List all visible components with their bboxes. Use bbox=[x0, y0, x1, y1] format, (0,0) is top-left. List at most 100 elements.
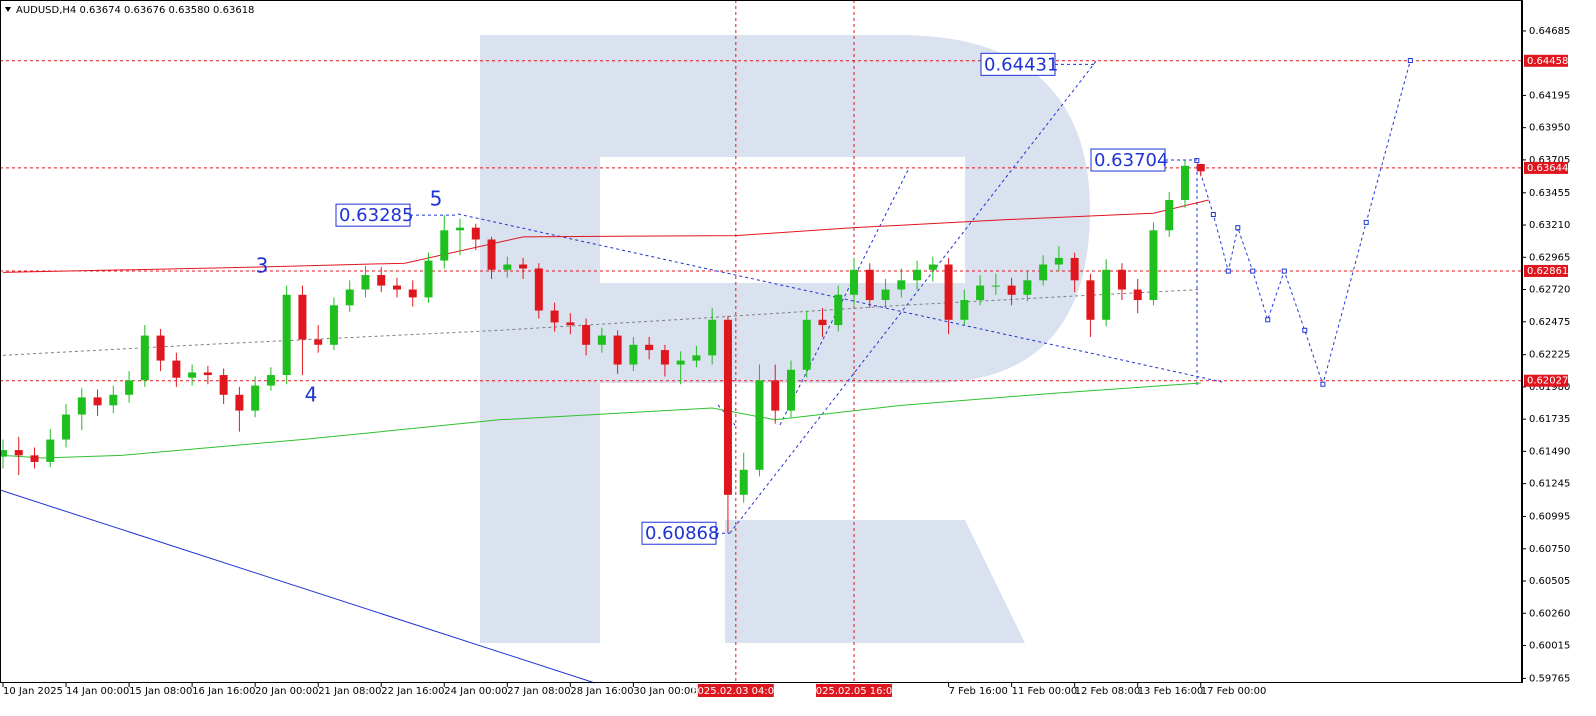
forecast-point bbox=[1194, 158, 1200, 164]
y-tick-label: 0.62720 bbox=[1529, 285, 1570, 296]
wave-label: 5 bbox=[430, 187, 443, 211]
candle-body bbox=[629, 344, 638, 365]
candle-body bbox=[1165, 200, 1174, 231]
candle-body bbox=[329, 305, 338, 345]
candle-body bbox=[203, 372, 212, 376]
candle-body bbox=[660, 350, 669, 365]
forecast-point bbox=[1363, 219, 1369, 225]
y-tick-label: 0.59765 bbox=[1529, 673, 1570, 684]
forecast-point bbox=[1235, 225, 1241, 231]
y-tick-label: 0.63950 bbox=[1529, 123, 1570, 134]
forecast-point bbox=[1210, 212, 1216, 218]
candle-body bbox=[377, 275, 386, 286]
level-label: 0.62027 bbox=[1527, 376, 1568, 387]
candle-body bbox=[755, 380, 764, 470]
price-label: 0.63704 bbox=[1094, 150, 1168, 171]
y-tick-label: 0.61245 bbox=[1529, 479, 1570, 490]
level-label: 0.63644 bbox=[1527, 163, 1568, 174]
forecast-point bbox=[1225, 268, 1231, 274]
candle-body bbox=[534, 268, 543, 311]
candle-body bbox=[802, 319, 811, 370]
candle-body bbox=[1149, 230, 1158, 301]
price-label: 0.63285 bbox=[339, 205, 413, 226]
x-tick-label: 22 Jan 16:00 bbox=[381, 686, 444, 697]
candle-body bbox=[771, 380, 780, 411]
candle-body bbox=[708, 319, 717, 356]
candle-body bbox=[676, 360, 685, 365]
candle-body bbox=[125, 380, 134, 395]
candle-body bbox=[140, 335, 149, 381]
candle-body bbox=[960, 300, 969, 320]
candle-body bbox=[235, 394, 244, 411]
axes: 0.64685 0.64195 0.63950 0.63705 0.63455 0.632… bbox=[2, 0, 1570, 697]
candle-body bbox=[723, 319, 732, 495]
x-tick-label: 12 Feb 08:00 bbox=[1075, 686, 1141, 697]
candle-body bbox=[503, 264, 512, 270]
wave-label: 3 bbox=[256, 254, 269, 278]
candle-body bbox=[1102, 269, 1111, 320]
candle-body bbox=[613, 335, 622, 365]
y-tick-label: 0.63455 bbox=[1529, 188, 1570, 199]
chart-title: AUDUSD,H4 0.63674 0.63676 0.63580 0.6361… bbox=[16, 5, 254, 16]
indicator-line bbox=[2, 199, 1209, 273]
time-label: 2025.02.05 16:00 bbox=[809, 686, 898, 697]
y-tick-label: 0.60750 bbox=[1529, 544, 1570, 555]
forecast-point bbox=[1320, 381, 1326, 387]
level-label: 0.62861 bbox=[1527, 266, 1568, 277]
y-tick-label: 0.64195 bbox=[1529, 90, 1570, 101]
price-label-box bbox=[980, 52, 1056, 76]
price-label-box bbox=[1090, 148, 1166, 172]
candle-body bbox=[1117, 269, 1126, 290]
y-tick-label: 0.60505 bbox=[1529, 576, 1570, 587]
candle-body bbox=[834, 294, 843, 326]
candle-body bbox=[314, 339, 323, 345]
level-label-box bbox=[1524, 264, 1568, 277]
candle-body bbox=[865, 269, 874, 301]
candle-body bbox=[1086, 280, 1095, 320]
y-tick-label: 0.60015 bbox=[1529, 640, 1570, 651]
candle-body bbox=[30, 455, 39, 462]
candle-body bbox=[188, 372, 197, 378]
candle-body bbox=[881, 289, 890, 301]
y-tick-label: 0.61735 bbox=[1529, 414, 1570, 425]
forecast-point bbox=[1265, 317, 1271, 323]
price-label: 0.64431 bbox=[984, 54, 1058, 75]
candle-body bbox=[928, 264, 937, 270]
y-tick-label: 0.61980 bbox=[1529, 382, 1570, 393]
x-tick-label: 11 Feb 00:00 bbox=[1012, 686, 1078, 697]
x-tick-label: 7 Feb 16:00 bbox=[949, 686, 1008, 697]
candle-body bbox=[62, 414, 71, 440]
x-tick-label: 24 Jan 00:00 bbox=[444, 686, 507, 697]
candle-body bbox=[550, 310, 559, 323]
candle-body bbox=[645, 344, 654, 351]
candle-body bbox=[897, 280, 906, 290]
menu-arrow[interactable] bbox=[5, 7, 11, 12]
candle-body bbox=[424, 260, 433, 298]
price-label-box bbox=[335, 203, 411, 227]
level-label: 0.64458 bbox=[1527, 56, 1568, 67]
level-label-box bbox=[1524, 161, 1568, 174]
candle-body bbox=[1039, 264, 1048, 281]
annotations: 0.64431 0.63704 0.63285 0.60868 3 4 5 bbox=[256, 52, 1197, 545]
candle-body bbox=[597, 335, 606, 345]
candle-body bbox=[913, 269, 922, 281]
candle-body bbox=[77, 397, 86, 415]
candle-body bbox=[361, 275, 370, 290]
candle-body bbox=[251, 385, 260, 411]
candle-body bbox=[345, 289, 354, 306]
candle-body bbox=[1196, 163, 1205, 172]
indicator-line bbox=[2, 382, 1201, 459]
time-label-box bbox=[697, 684, 774, 697]
candle-body bbox=[408, 289, 417, 298]
levels bbox=[0, 0, 1522, 683]
candle-body bbox=[487, 239, 496, 270]
watermark bbox=[480, 35, 1090, 643]
candle-body bbox=[282, 294, 291, 376]
y-tick-label: 0.64685 bbox=[1529, 26, 1570, 37]
candle-body bbox=[944, 264, 953, 320]
forecast-point bbox=[1302, 327, 1308, 333]
x-tick-label: 28 Jan 16:00 bbox=[570, 686, 633, 697]
candle-body bbox=[582, 325, 591, 345]
candle-body bbox=[46, 439, 55, 462]
